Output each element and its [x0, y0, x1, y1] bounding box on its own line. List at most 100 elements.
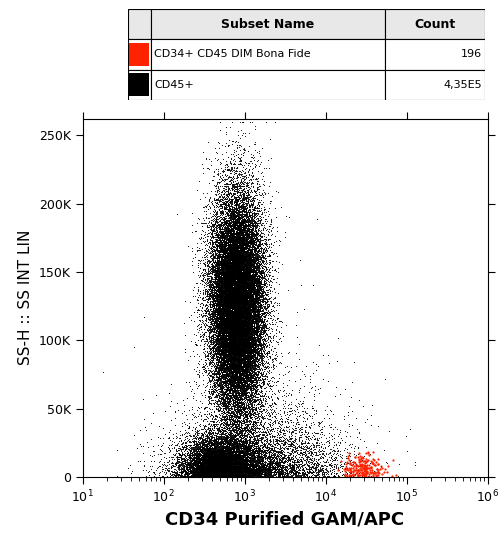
Point: [235, 288, 243, 297]
Point: [236, 459, 244, 467]
Point: [248, 421, 256, 430]
Point: [249, 431, 257, 440]
Point: [244, 283, 252, 292]
Point: [238, 369, 246, 377]
Point: [228, 299, 235, 307]
Point: [221, 462, 229, 471]
Point: [288, 446, 296, 454]
Point: [240, 323, 248, 331]
Point: [232, 223, 240, 231]
Point: [234, 447, 242, 455]
Point: [234, 226, 242, 234]
Point: [232, 468, 239, 477]
Point: [249, 310, 257, 319]
Point: [226, 411, 234, 419]
Point: [233, 324, 241, 333]
Point: [238, 305, 246, 314]
Point: [234, 316, 241, 324]
Point: [221, 218, 229, 227]
Point: [236, 326, 244, 335]
Point: [186, 460, 194, 468]
Point: [194, 403, 202, 411]
Point: [230, 312, 238, 320]
Point: [226, 439, 234, 447]
Point: [277, 464, 285, 472]
Point: [238, 286, 246, 294]
Point: [247, 274, 255, 283]
Point: [248, 470, 256, 479]
Point: [248, 320, 256, 329]
Point: [209, 436, 217, 444]
Point: [240, 207, 248, 216]
Point: [268, 460, 276, 468]
Point: [230, 439, 238, 447]
Point: [226, 243, 234, 251]
Point: [213, 230, 221, 238]
Point: [232, 257, 239, 265]
Point: [288, 461, 296, 469]
Point: [212, 254, 220, 262]
Point: [232, 445, 240, 453]
Point: [229, 278, 237, 286]
Point: [229, 279, 237, 287]
Point: [244, 268, 252, 277]
Point: [226, 252, 234, 260]
Point: [275, 454, 283, 462]
Point: [213, 461, 221, 469]
Point: [225, 305, 233, 314]
Point: [256, 350, 264, 359]
Point: [190, 461, 198, 470]
Point: [223, 244, 231, 252]
Point: [230, 371, 237, 380]
Point: [242, 303, 250, 312]
Point: [192, 339, 200, 348]
Point: [226, 382, 234, 391]
Point: [260, 464, 268, 473]
Point: [288, 461, 296, 469]
Point: [220, 294, 228, 303]
Point: [230, 314, 238, 322]
Point: [233, 265, 241, 273]
Point: [194, 444, 202, 453]
Point: [211, 412, 219, 420]
Point: [244, 445, 252, 454]
Point: [236, 300, 244, 309]
Point: [130, 431, 138, 439]
Point: [234, 290, 241, 299]
Point: [210, 245, 218, 253]
Point: [241, 379, 249, 388]
Point: [278, 471, 286, 480]
Point: [234, 325, 241, 334]
Point: [232, 461, 240, 469]
Point: [230, 265, 238, 273]
Point: [247, 320, 255, 329]
Point: [248, 461, 256, 469]
Point: [242, 277, 250, 286]
Point: [226, 342, 234, 350]
Point: [222, 294, 230, 302]
Point: [230, 468, 238, 476]
Point: [232, 378, 240, 386]
Point: [238, 414, 246, 423]
Point: [211, 250, 219, 258]
Point: [244, 349, 252, 358]
Point: [230, 354, 238, 362]
Point: [361, 462, 369, 471]
Point: [256, 299, 264, 308]
Point: [212, 340, 220, 349]
Point: [248, 303, 256, 312]
Point: [231, 276, 239, 285]
Point: [232, 396, 240, 405]
Point: [223, 472, 231, 481]
Point: [216, 451, 224, 459]
Point: [196, 444, 204, 452]
Point: [216, 451, 224, 460]
Point: [241, 192, 249, 201]
Point: [238, 340, 246, 349]
Point: [245, 332, 253, 341]
Point: [240, 329, 248, 338]
Point: [228, 328, 235, 336]
Point: [242, 328, 250, 337]
Point: [212, 434, 220, 443]
Point: [239, 312, 247, 320]
